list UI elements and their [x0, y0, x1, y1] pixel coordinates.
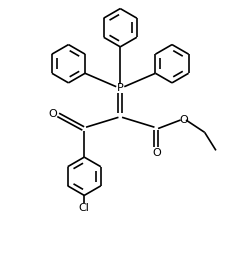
Text: O: O: [48, 109, 57, 119]
Text: Cl: Cl: [79, 203, 90, 213]
Text: O: O: [152, 148, 161, 158]
Text: O: O: [179, 115, 188, 125]
Text: P: P: [117, 84, 124, 93]
